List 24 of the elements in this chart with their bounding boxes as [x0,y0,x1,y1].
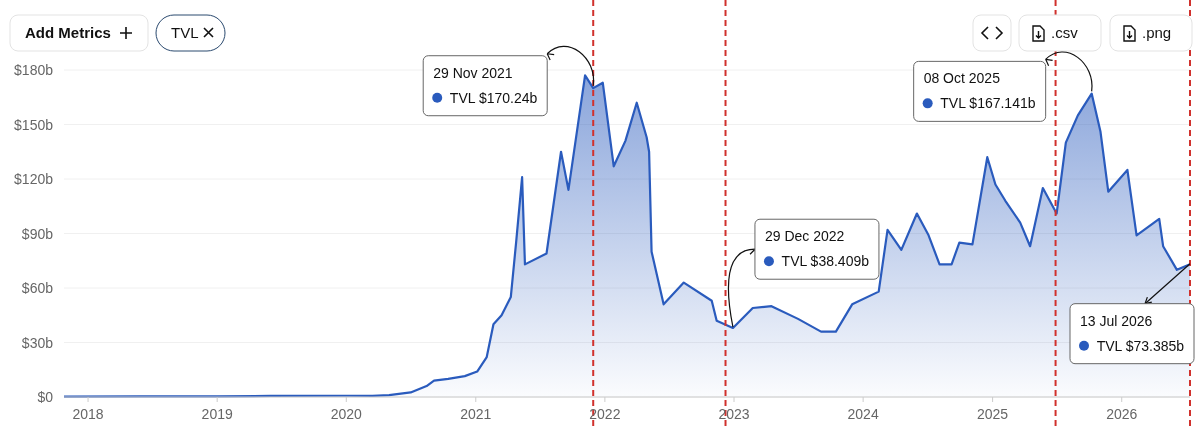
y-tick-label: $30b [21,334,54,351]
text: TVL [171,24,199,41]
y-tick-label: $90b [21,225,54,242]
y-tick-label: $180b [14,62,54,78]
annotation: 29 Nov 2021 TVL $170.24b [433,64,538,106]
y-tick-label: $0 [37,389,54,405]
x-tick-label: 2026 [1106,406,1138,422]
text: .csv [1051,24,1079,41]
y-tick-label: $150b [14,116,54,133]
annotation: 13 Jul 2026 TVL $73.385b [1080,312,1185,354]
x-tick-label: 2025 [977,406,1009,422]
text: .png [1142,24,1172,41]
y-tick-label: $60b [21,280,54,296]
text: Add Metrics [25,24,111,41]
x-tick-label: 2018 [72,406,104,422]
x-tick-label: 2019 [201,406,233,422]
x-tick-label: 2023 [718,406,750,422]
x-tick-label: 2021 [460,406,492,422]
x-tick-label: 2020 [330,406,363,422]
annotation: 08 Oct 2025 TVL $167.141b [923,70,1036,112]
annotation: 29 Dec 2022 TVL $38.409b [764,228,870,270]
x-tick-label: 2024 [847,406,879,422]
y-tick-label: $120b [14,171,54,187]
x-tick-label: 2022 [589,406,621,422]
